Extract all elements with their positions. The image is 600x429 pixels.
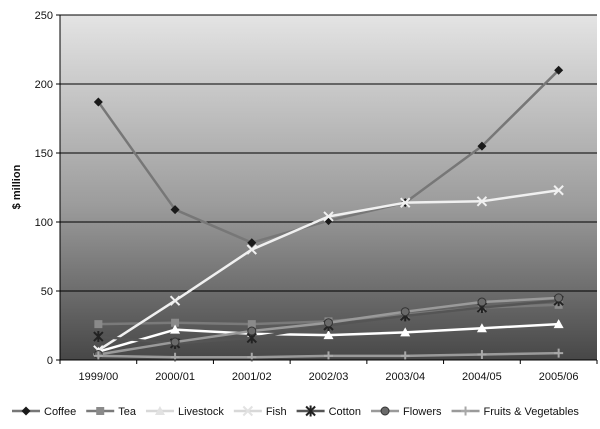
legend-item: Flowers xyxy=(371,406,442,418)
legend-item: Cotton xyxy=(296,405,361,418)
data-point xyxy=(323,330,334,340)
legend-marker xyxy=(154,406,165,415)
legend-marker xyxy=(242,405,254,417)
data-point xyxy=(553,185,564,196)
plot-area xyxy=(60,15,597,360)
data-point xyxy=(400,197,411,208)
series-layer xyxy=(93,65,564,362)
y-axis-label: $ million xyxy=(11,164,23,209)
legend-label: Livestock xyxy=(178,406,224,418)
data-point xyxy=(93,331,104,343)
legend-marker xyxy=(305,405,316,417)
y-tick-label: 50 xyxy=(41,286,53,298)
y-tick-label: 100 xyxy=(35,217,53,229)
data-point xyxy=(246,244,257,255)
data-point xyxy=(170,205,180,215)
legend-item: Coffee xyxy=(12,406,76,418)
data-point xyxy=(93,97,103,107)
legend-label: Fish xyxy=(266,406,287,418)
x-tick-label: 2001/02 xyxy=(232,371,272,383)
data-point xyxy=(477,141,487,151)
data-point xyxy=(554,293,564,303)
legend: Coffee Tea Livestock Fish Cotton Flowers Fruit… xyxy=(12,405,580,418)
data-point xyxy=(554,348,564,358)
legend-item: Livestock xyxy=(145,406,224,418)
data-point xyxy=(324,351,333,361)
legend-item: Fish xyxy=(233,405,287,418)
axes: 0 50 100 150 200 250 1999/00 2000/01 2001/02 2002… xyxy=(35,10,598,383)
data-point xyxy=(323,211,334,222)
legend-marker xyxy=(96,407,105,415)
gridlines xyxy=(60,14,597,292)
data-point xyxy=(324,318,333,328)
x-tick-label: 2005/06 xyxy=(539,371,579,383)
data-point xyxy=(247,238,257,248)
y-tick-label: 200 xyxy=(35,79,53,91)
data-point xyxy=(554,65,564,75)
data-point xyxy=(400,307,410,317)
x-tick-label: 2004/05 xyxy=(462,371,502,383)
legend-item: Tea xyxy=(86,406,137,418)
data-point xyxy=(400,351,410,361)
legend-marker xyxy=(21,406,31,416)
legend-item: Fruits & Vegetables xyxy=(451,406,580,418)
data-point xyxy=(477,349,487,359)
data-point xyxy=(476,323,487,333)
data-point xyxy=(400,327,411,337)
data-point xyxy=(477,297,487,307)
data-point xyxy=(170,337,180,347)
legend-label: Coffee xyxy=(44,406,76,418)
x-tick-label: 2000/01 xyxy=(155,371,195,383)
data-point xyxy=(553,319,564,329)
legend-marker xyxy=(380,406,390,416)
data-point xyxy=(476,196,488,207)
data-point xyxy=(247,326,257,336)
x-tick-label: 1999/00 xyxy=(78,371,118,383)
y-tick-label: 250 xyxy=(35,10,53,22)
x-tick-label: 2003/04 xyxy=(385,371,425,383)
legend-label: Flowers xyxy=(403,406,442,418)
data-point xyxy=(93,351,103,361)
data-point xyxy=(170,324,181,334)
legend-label: Fruits & Vegetables xyxy=(484,406,580,418)
legend-label: Tea xyxy=(118,406,137,418)
data-point xyxy=(171,318,180,327)
data-point xyxy=(94,320,103,329)
legend-label: Cotton xyxy=(329,406,361,418)
x-tick-label: 2002/03 xyxy=(309,371,349,383)
data-point xyxy=(247,320,256,329)
data-point xyxy=(169,295,181,306)
y-tick-label: 150 xyxy=(35,148,53,160)
legend-marker xyxy=(461,406,471,416)
y-tick-label: 0 xyxy=(47,355,53,367)
